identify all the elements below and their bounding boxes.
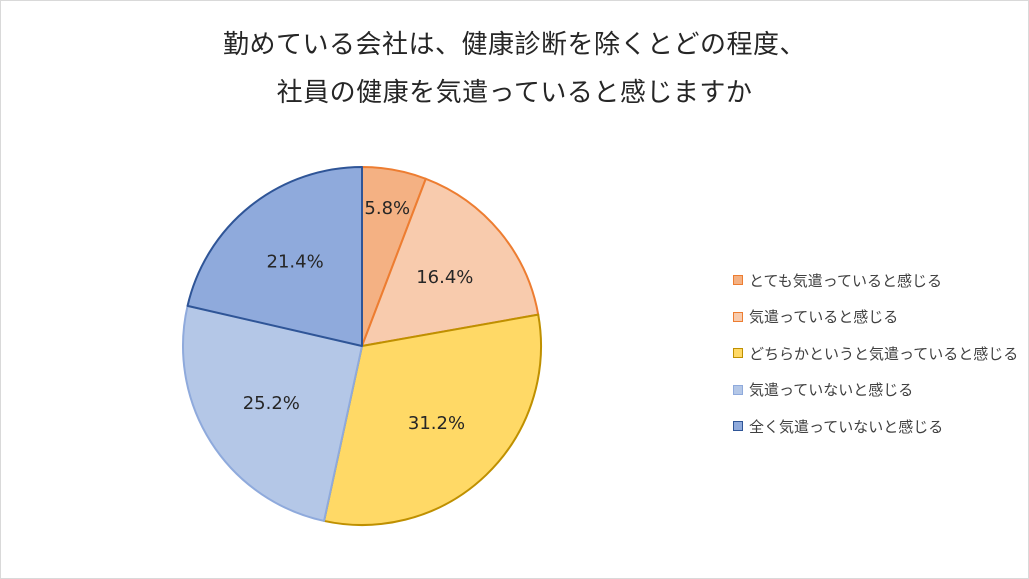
legend-item[interactable]: どちらかというと気遣っていると感じる [733,335,1018,372]
legend-label: 気遣っていないと感じる [749,381,914,400]
pie-slice[interactable] [361,177,540,347]
chart-title-line-1: 勤めている会社は、健康診断を除くとどの程度、 [222,30,806,60]
pie-slices [182,166,542,526]
legend-swatch [733,311,743,322]
legend-label: 気遣っていると感じる [749,308,899,327]
legend-item[interactable]: 気遣っていると感じる [733,299,1018,336]
legend-label: どちらかというと気遣っていると感じる [749,344,1019,363]
pie-data-label: 21.4% [267,252,324,273]
legend: とても気遣っていると感じる 気遣っていると感じる どちらかというと気遣っていると… [733,262,1018,445]
legend-swatch [733,348,743,359]
legend-item[interactable]: 全く気遣っていないと感じる [733,408,1018,445]
pie-slice[interactable] [186,166,363,347]
legend-label: とても気遣っていると感じる [749,271,943,290]
pie-slice[interactable] [323,313,542,526]
pie-data-label: 5.8% [364,198,410,219]
pie-data-label: 31.2% [408,413,465,434]
pie-slice[interactable] [182,304,363,522]
chart-title-line-2: 社員の健康を気遣っていると感じますか [276,78,753,108]
legend-item[interactable]: 気遣っていないと感じる [733,372,1018,409]
pie-data-label: 25.2% [243,393,300,414]
pie-data-label: 16.4% [416,267,473,288]
legend-swatch [733,384,743,395]
legend-label: 全く気遣っていないと感じる [749,417,944,436]
legend-swatch [733,275,743,286]
pie-data-labels: 5.8% 16.4% 31.2% 25.2% 21.4% [243,198,474,434]
legend-item[interactable]: とても気遣っていると感じる [733,262,1018,299]
legend-swatch [733,421,743,432]
